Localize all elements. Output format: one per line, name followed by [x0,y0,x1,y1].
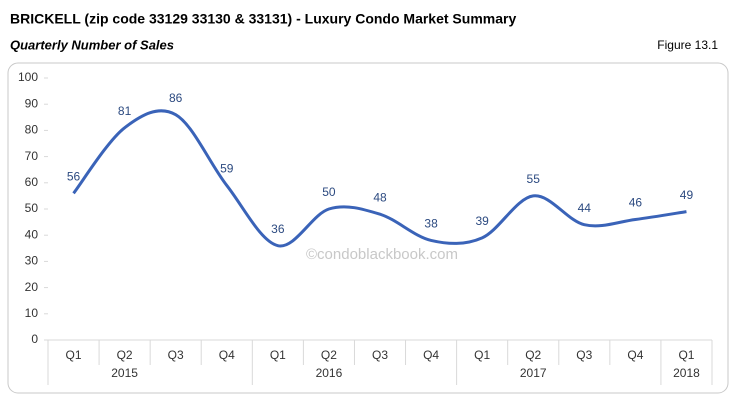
y-tick-label: 80 [25,123,39,137]
line [72,109,687,248]
x-tick-label: Q4 [423,348,439,362]
y-tick-label: 40 [25,227,39,241]
value-label: 39 [475,214,489,228]
y-tick-label: 60 [25,175,39,189]
value-label: 46 [629,196,643,210]
x-tick-label: Q3 [168,348,184,362]
x-tick-label: Q4 [627,348,643,362]
chart-subtitle: Quarterly Number of Sales [10,37,174,52]
x-group-label: 2016 [316,366,343,380]
y-tick-label: 10 [25,306,39,320]
watermark: ©condoblackbook.com [306,246,458,263]
y-tick-label: 70 [25,149,39,163]
y-tick-label: 100 [18,70,38,84]
value-label: 86 [169,91,183,105]
x-tick-label: Q1 [270,348,286,362]
value-label: 48 [373,190,387,204]
x-tick-label: Q2 [525,348,541,362]
value-label: 55 [527,172,541,186]
value-label: 56 [67,169,81,183]
x-group-label: 2018 [673,366,700,380]
x-tick-label: Q2 [117,348,133,362]
value-label: 38 [424,217,438,231]
y-tick-label: 0 [31,332,38,346]
value-label: 59 [220,162,234,176]
y-tick-label: 90 [25,96,39,110]
y-tick-label: 30 [25,254,39,268]
x-tick-label: Q1 [66,348,82,362]
y-tick-label: 20 [25,280,39,294]
value-label: 44 [578,201,592,215]
y-tick-label: 50 [25,201,39,215]
x-tick-label: Q1 [678,348,694,362]
chart-title: BRICKELL (zip code 33129 33130 & 33131) … [10,11,516,27]
figure-label: Figure 13.1 [657,38,718,52]
value-label: 50 [322,185,336,199]
x-group-label: 2017 [520,366,547,380]
x-tick-label: Q2 [321,348,337,362]
value-label: 36 [271,222,285,236]
x-tick-label: Q3 [576,348,592,362]
x-group-label: 2015 [111,366,138,380]
x-tick-label: Q1 [474,348,490,362]
value-label: 81 [118,104,132,118]
x-tick-label: Q3 [372,348,388,362]
x-tick-label: Q4 [219,348,235,362]
value-label: 49 [680,188,694,202]
plot-panel [7,62,729,394]
